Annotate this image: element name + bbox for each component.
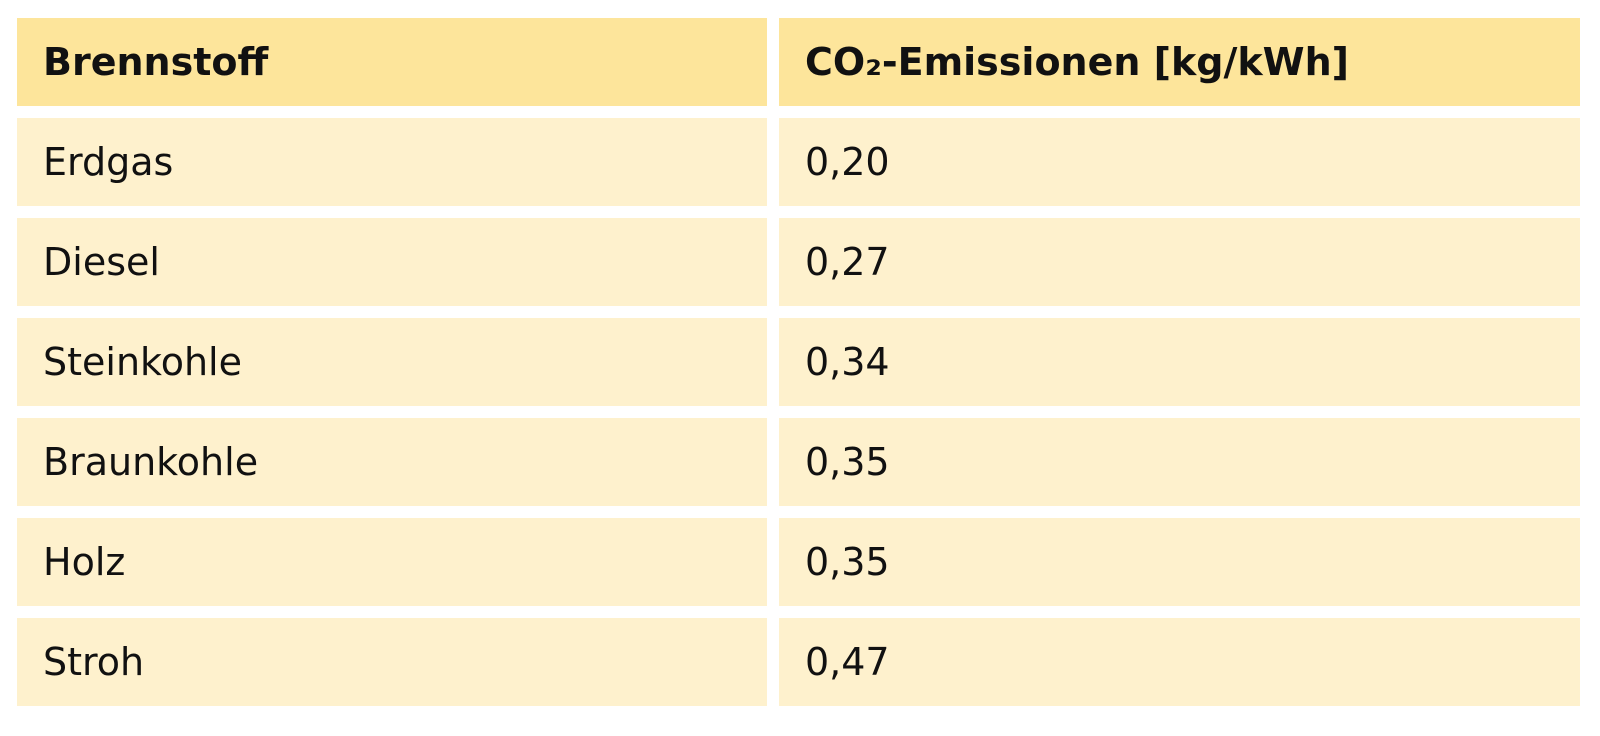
fuel-cell: Steinkohle <box>17 318 767 406</box>
emission-cell: 0,47 <box>779 618 1580 706</box>
header-cell: CO₂-Emissionen [kg/kWh] <box>779 18 1580 106</box>
fuel-cell: Erdgas <box>17 118 767 206</box>
emission-cell: 0,34 <box>779 318 1580 406</box>
emission-cell: 0,20 <box>779 118 1580 206</box>
header-cell: Brennstoff <box>17 18 767 106</box>
emission-cell: 0,35 <box>779 518 1580 606</box>
fuel-cell: Holz <box>17 518 767 606</box>
fuel-cell: Braunkohle <box>17 418 767 506</box>
emission-cell: 0,35 <box>779 418 1580 506</box>
emission-cell: 0,27 <box>779 218 1580 306</box>
fuel-cell: Stroh <box>17 618 767 706</box>
table: Brennstoff CO₂-Emissionen [kg/kWh] Erdgas 0… <box>17 18 1580 706</box>
fuel-cell: Diesel <box>17 218 767 306</box>
